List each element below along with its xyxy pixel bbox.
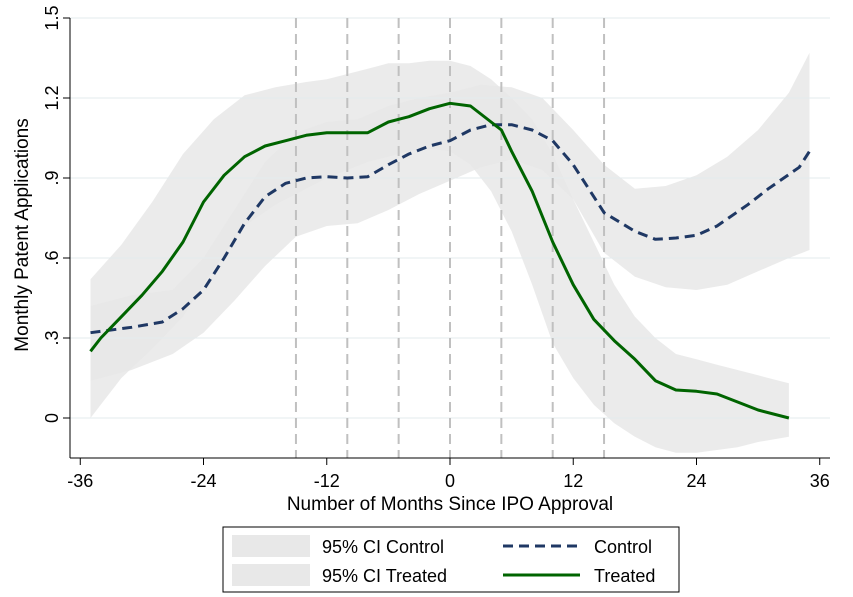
x-tick-label: -36	[67, 471, 93, 491]
x-tick-label: 24	[686, 471, 706, 491]
legend-label-control: Control	[594, 537, 652, 557]
y-tick-label: 1.5	[42, 5, 62, 30]
x-tick-label: 36	[810, 471, 830, 491]
legend-label-ci-control: 95% CI Control	[322, 537, 444, 557]
reference-lines	[294, 18, 606, 458]
y-tick-label: 1.2	[42, 85, 62, 110]
x-axis-title: Number of Months Since IPO Approval	[287, 494, 613, 515]
x-tick-label: -24	[191, 471, 217, 491]
y-tick-label: .9	[42, 170, 62, 185]
y-tick-label: .6	[42, 250, 62, 265]
series-line-control	[90, 123, 811, 335]
series-lines	[89, 101, 811, 420]
x-tick-label: -12	[314, 471, 340, 491]
ci-band-0	[90, 60, 789, 453]
axes: 0 .3 .6 .9 1.2 1.5 -36 -24 -12 0 12 24 36	[42, 5, 830, 491]
x-tick-label: 12	[563, 471, 583, 491]
legend-swatch-ci-treated	[232, 564, 310, 586]
y-tick-label: .3	[42, 330, 62, 345]
legend-label-treated: Treated	[594, 566, 655, 586]
legend-label-ci-treated: 95% CI Treated	[322, 566, 447, 586]
x-tick-label: 0	[445, 471, 455, 491]
series-line-treated	[89, 101, 790, 420]
legend-swatch-ci-control	[232, 535, 310, 557]
y-axis-title: Monthly Patent Applications	[12, 118, 33, 351]
legend: 95% CI Control Control 95% CI Treated Tr…	[222, 526, 680, 593]
y-tick-label: 0	[42, 413, 62, 423]
